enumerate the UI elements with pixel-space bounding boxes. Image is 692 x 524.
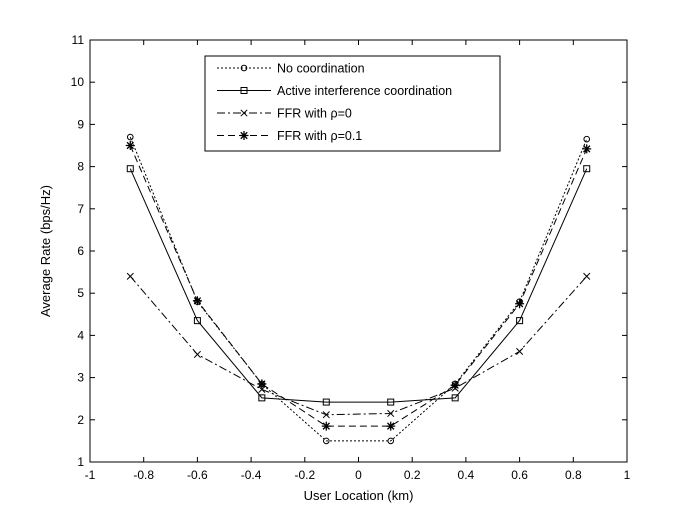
data-point (126, 165, 134, 173)
legend-label: Active interference coordination (277, 84, 452, 98)
data-point (583, 135, 591, 143)
data-point (516, 347, 524, 355)
x-tick-label: -0.8 (133, 468, 154, 482)
y-tick-label: 1 (77, 455, 84, 469)
legend-entry: No coordination (217, 62, 365, 76)
data-point (126, 272, 134, 280)
y-axis-label: Average Rate (bps/Hz) (38, 185, 53, 317)
y-tick-label: 10 (71, 75, 85, 89)
legend-marker (240, 64, 248, 72)
legend-entry: FFR with ρ=0 (217, 107, 352, 121)
data-point (126, 133, 134, 141)
y-tick-label: 8 (77, 160, 84, 174)
y-tick-label: 11 (72, 33, 85, 47)
data-point (193, 317, 201, 325)
y-tick-label: 9 (77, 117, 84, 131)
data-point (516, 317, 524, 325)
x-tick-label: 0.8 (565, 468, 582, 482)
data-point (386, 421, 396, 431)
series-1 (126, 165, 591, 406)
legend-entry: FFR with ρ=0.1 (217, 129, 362, 143)
series-line (129, 168, 588, 403)
legend-marker (239, 131, 249, 140)
legend-label: FFR with ρ=0.1 (277, 129, 362, 143)
x-axis-label: User Location (km) (304, 488, 414, 503)
y-tick-label: 6 (77, 244, 84, 258)
data-point (582, 144, 592, 154)
series-0 (126, 133, 591, 445)
data-point (583, 165, 591, 173)
data-point (322, 411, 330, 419)
x-tick-label: -0.4 (241, 468, 262, 482)
x-tick-label: -1 (85, 468, 96, 482)
data-point (258, 394, 266, 402)
legend-marker (240, 109, 248, 117)
y-tick-label: 5 (77, 286, 84, 300)
data-point (387, 398, 395, 406)
data-point (258, 385, 266, 393)
data-point (321, 421, 331, 431)
data-point (192, 296, 202, 306)
legend-label: No coordination (277, 62, 365, 76)
ticks-layer: -1 -0.8 -0.6 -0.4 -0.2 0 0.2 0.4 0.6 0.8 112345678… (71, 33, 631, 482)
data-point (450, 380, 460, 390)
legend-marker (240, 87, 248, 94)
x-tick-label: 1 (624, 468, 631, 482)
data-point (322, 437, 330, 445)
legend-label: FFR with ρ=0 (277, 107, 352, 121)
x-tick-label: -0.6 (187, 468, 208, 482)
series-line (129, 136, 588, 442)
data-point (451, 394, 459, 402)
legend: No coordination Active interference coord… (204, 55, 501, 152)
data-point (322, 398, 330, 406)
series-line (129, 145, 588, 427)
data-point (193, 350, 201, 358)
y-tick-label: 3 (77, 371, 84, 385)
legend-entry: Active interference coordination (217, 84, 452, 98)
data-point (387, 437, 395, 445)
series-line (129, 275, 588, 416)
x-tick-label: 0.2 (404, 468, 421, 482)
x-tick-label: 0.4 (458, 468, 475, 482)
data-point (583, 272, 591, 280)
data-point (257, 379, 267, 389)
y-tick-label: 2 (77, 413, 84, 427)
series-3 (125, 141, 592, 431)
data-point (387, 409, 395, 418)
data-point (515, 299, 525, 309)
y-tick-label: 4 (77, 328, 84, 342)
series-2 (126, 272, 591, 419)
x-tick-label: 0 (355, 468, 362, 482)
series-layer (125, 133, 592, 445)
x-tick-label: 0.6 (511, 468, 528, 482)
x-tick-label: -0.2 (294, 468, 315, 482)
data-point (125, 141, 135, 150)
y-tick-label: 7 (77, 202, 84, 216)
